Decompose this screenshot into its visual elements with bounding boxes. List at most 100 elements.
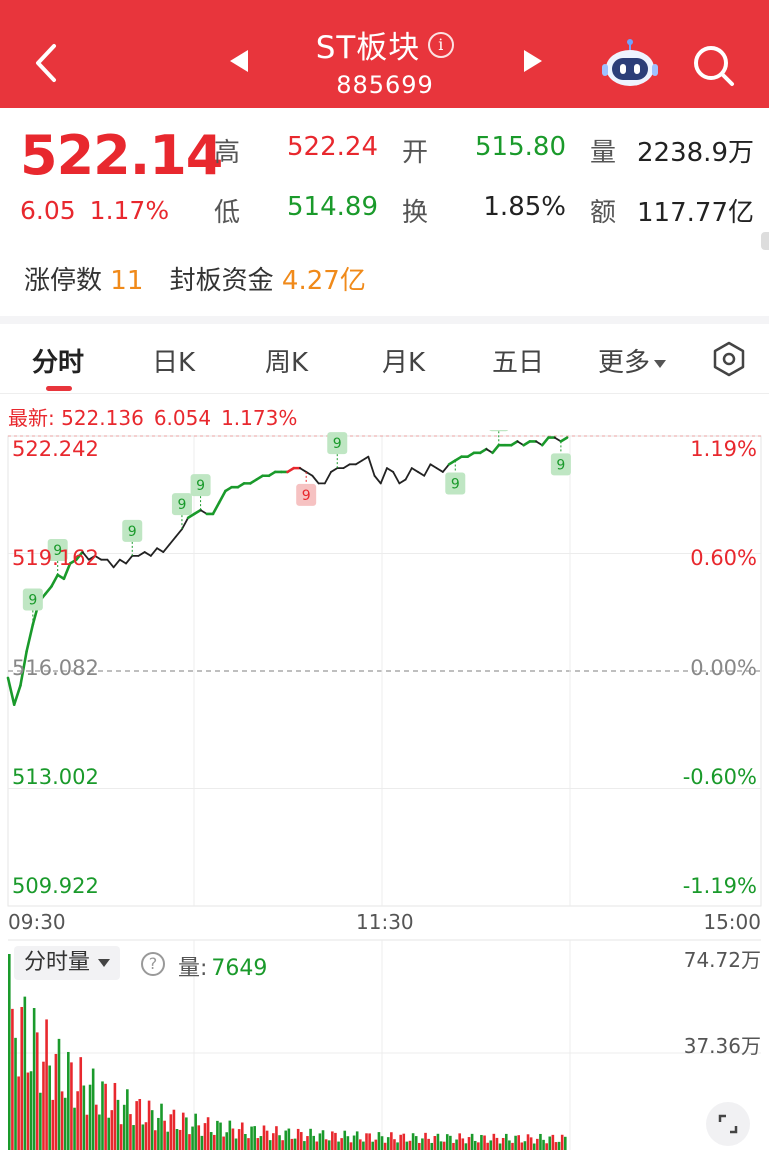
high-label: 高 (214, 138, 241, 168)
info-icon[interactable]: i (428, 31, 455, 58)
volume-bar (331, 1131, 334, 1150)
volume-bar (206, 1117, 210, 1150)
volume-bar (477, 1142, 480, 1150)
volume-readout-label: 量: (178, 956, 208, 981)
volume-bar (85, 1114, 89, 1150)
volume-bar (160, 1103, 163, 1150)
volume-bar (231, 1128, 235, 1150)
volume-bar (380, 1136, 384, 1150)
intraday-chart[interactable]: 9999999999 (0, 430, 769, 1155)
price-line-segment (87, 554, 96, 561)
volume-bar (337, 1141, 340, 1150)
volume-bar (185, 1117, 188, 1150)
tab-five-day[interactable]: 五日 (492, 348, 545, 378)
volume-bar (222, 1136, 225, 1150)
signal-marker (296, 483, 317, 506)
volume-bar (442, 1141, 446, 1150)
volume-bar (293, 1138, 297, 1150)
price-line-segment (193, 508, 202, 516)
price-line-segment (491, 443, 501, 455)
volume-bar (268, 1140, 272, 1150)
volume-bar (306, 1136, 309, 1150)
price-line-segment (125, 554, 134, 565)
price-line-segment (379, 467, 388, 485)
search-icon[interactable] (690, 42, 736, 88)
limit-up-count: 11 (110, 266, 144, 296)
volume-bar (501, 1138, 505, 1150)
price-line-segment (423, 463, 432, 477)
volume-bar (427, 1138, 430, 1150)
price-line-segment (112, 558, 121, 569)
last-price: 522.14 (20, 124, 223, 187)
tab-monthly-k[interactable]: 月K (382, 348, 426, 378)
volume-bar (517, 1135, 521, 1150)
volume-bar (119, 1124, 123, 1150)
price-line-segment (50, 573, 59, 588)
volume-bar (390, 1132, 393, 1150)
price-line-segment (168, 535, 177, 546)
page-title: ST板块 i (316, 22, 455, 67)
volume-bar (324, 1139, 328, 1150)
volume-bar (169, 1114, 173, 1150)
volume-bar (393, 1139, 396, 1150)
title-block: ST板块 i 885699 (250, 22, 520, 99)
volume-bar (228, 1120, 232, 1150)
volume-bar (464, 1143, 468, 1150)
price-line-segment (156, 547, 165, 553)
volume-bar (504, 1133, 508, 1150)
signal-marker (445, 472, 466, 495)
volume-bar (188, 1134, 191, 1150)
price-line-segment (392, 471, 401, 485)
y-tick-label: 519.162 (12, 546, 99, 570)
volume-bar (147, 1100, 151, 1150)
volume-bar (480, 1134, 483, 1150)
robot-assistant-icon[interactable] (602, 38, 658, 88)
high-value: 522.24 (287, 132, 378, 162)
volume-bar (492, 1133, 496, 1150)
volume-bar (461, 1138, 465, 1150)
tab-weekly-k[interactable]: 周K (265, 348, 309, 378)
tab-more[interactable]: 更多 (598, 342, 667, 379)
volume-bar (219, 1122, 222, 1150)
volume-indicator-select[interactable]: 分时量 (14, 946, 121, 980)
volume-bar (172, 1109, 176, 1150)
tab-daily-k[interactable]: 日K (152, 348, 196, 378)
volume-bar (343, 1130, 347, 1150)
tab-intraday[interactable]: 分时 (32, 348, 85, 378)
change-value: 6.05 (20, 196, 76, 225)
price-line-segment (429, 463, 438, 470)
settings-hexagon-icon[interactable] (710, 340, 748, 378)
active-tab-indicator (46, 386, 72, 391)
previous-sector-icon[interactable] (226, 48, 252, 74)
volume-bar (73, 1107, 76, 1150)
price-line-segment (43, 585, 53, 596)
price-line-segment (94, 554, 103, 561)
volume-bar (153, 1130, 157, 1150)
volume-bar (334, 1132, 337, 1150)
signal-marker-label: 9 (28, 593, 37, 609)
chevron-down-icon (654, 359, 667, 368)
volume-bar (327, 1140, 331, 1150)
volume-bar (467, 1137, 471, 1150)
top-bar: ST板块 i 885699 (0, 0, 769, 108)
price-line-segment (118, 558, 127, 565)
volume-bar (32, 1008, 36, 1150)
price-line-segment (373, 474, 382, 485)
volume-bar (91, 1068, 95, 1150)
back-arrow-icon[interactable] (28, 38, 68, 88)
expand-icon[interactable] (706, 1102, 750, 1146)
volume-bar (421, 1138, 424, 1150)
seal-fund-label: 封板资金 (169, 266, 274, 296)
volume-bar (563, 1136, 567, 1150)
next-sector-icon[interactable] (520, 48, 546, 74)
volume-bar (213, 1134, 216, 1150)
help-icon[interactable]: ? (141, 952, 165, 976)
turnover-label: 换 (402, 198, 429, 228)
volume-max-label: 74.72万 (683, 948, 761, 972)
volume-bar (20, 1006, 24, 1150)
signal-marker-label: 9 (177, 497, 186, 513)
volume-bar (216, 1120, 219, 1150)
chart-tabs: 分时 日K 周K 月K 五日 更多 (0, 324, 769, 394)
volume-bar (520, 1142, 524, 1150)
volume-bar (166, 1131, 170, 1150)
